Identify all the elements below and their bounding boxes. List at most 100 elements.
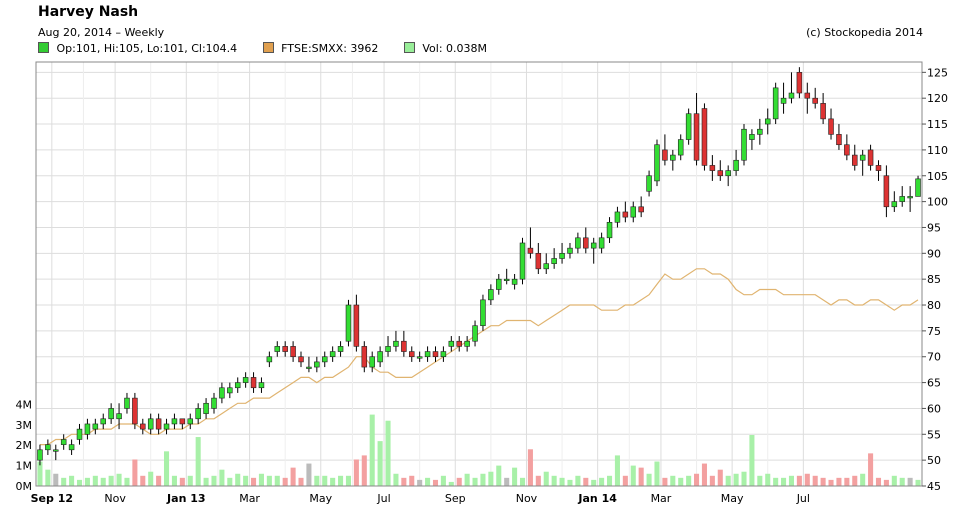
candle — [464, 336, 470, 352]
candle-body — [45, 444, 51, 451]
volume-bar — [543, 471, 549, 486]
volume-bar — [551, 475, 557, 486]
candle-body — [187, 418, 194, 425]
time-tick-label: Jul — [376, 492, 390, 505]
price-tick-label: 110 — [927, 144, 948, 157]
candle-body — [772, 87, 779, 120]
volume-bar — [749, 435, 755, 486]
ftse-line-group — [40, 268, 919, 446]
axis-labels: 125 120 115 110 105 100 95 90 85 80 75 70 65 60 55 50 45… — [16, 66, 949, 505]
legend-ftse: FTSE:SMXX: 3962 — [262, 42, 378, 55]
volume-bar — [425, 477, 431, 486]
candle — [393, 330, 399, 352]
candle-body — [163, 423, 170, 430]
volume-bar — [583, 477, 589, 486]
volume-bar — [472, 477, 478, 486]
volume-bar — [306, 463, 312, 486]
candle — [709, 155, 716, 181]
volume-bar — [76, 479, 83, 486]
candle — [630, 201, 637, 223]
candle-body — [622, 211, 629, 218]
candle-body — [242, 377, 249, 383]
volume-bar — [179, 477, 185, 486]
volume-bar — [638, 467, 644, 486]
candle — [337, 341, 344, 357]
volume-bar — [820, 477, 826, 486]
time-tick-label: Jan 14 — [577, 492, 617, 505]
volume-bar — [527, 449, 533, 486]
volume-bar — [92, 475, 98, 486]
candle-body — [266, 356, 273, 363]
candle-body — [583, 237, 589, 249]
candle-body — [37, 449, 43, 461]
candle — [290, 341, 296, 362]
candle — [899, 186, 905, 207]
price-candles — [37, 67, 921, 466]
candle-body — [234, 382, 241, 389]
ftse-line — [40, 268, 919, 446]
candle — [812, 87, 818, 109]
volume-bar — [385, 420, 391, 486]
volume-bar — [559, 477, 565, 486]
volume-bar — [717, 469, 723, 486]
candle — [875, 160, 882, 181]
volume-bar — [53, 473, 59, 486]
candle — [638, 196, 644, 218]
candle — [757, 118, 763, 145]
legend-ohlc: Op:101, Hi:105, Lo:101, Cl:104.4 — [38, 42, 237, 55]
candle-body — [852, 154, 858, 166]
candle-body — [859, 154, 866, 161]
volume-bar — [266, 475, 272, 486]
legend-ohlc-label: Op:101, Hi:105, Lo:101, Cl:104.4 — [56, 42, 238, 55]
candle-body — [567, 247, 573, 254]
candle-body — [314, 361, 320, 368]
candle — [677, 134, 684, 161]
volume-tick-label: 4M — [16, 398, 33, 411]
candle-body — [575, 237, 581, 249]
volume-bar — [883, 479, 889, 486]
volume-bar — [686, 475, 692, 486]
volume-bar — [733, 473, 739, 486]
candle-body — [883, 175, 890, 208]
candle — [836, 124, 842, 150]
candle-body — [867, 149, 874, 166]
candle-body — [606, 221, 613, 239]
candle — [844, 134, 850, 161]
price-tick-label: 115 — [927, 118, 948, 131]
volume-bar — [456, 477, 462, 486]
candle — [124, 392, 130, 414]
candle-body — [804, 92, 811, 99]
candle-body — [764, 118, 771, 125]
candle — [132, 392, 138, 430]
price-tick-label: 95 — [927, 221, 941, 234]
volume-bar — [290, 467, 296, 486]
candle-body — [812, 97, 818, 104]
candle — [282, 341, 288, 357]
volume-bar — [251, 477, 257, 486]
candle — [140, 418, 146, 435]
grid-lines — [36, 62, 922, 487]
candle — [321, 351, 328, 368]
volume-bar — [432, 479, 439, 486]
candle-body — [290, 346, 296, 358]
candle-body — [654, 144, 660, 182]
candle-body — [511, 278, 518, 285]
volume-bar — [156, 475, 162, 486]
volume-bar — [163, 451, 170, 486]
candle — [670, 149, 676, 171]
candle — [353, 294, 360, 352]
candle-body — [899, 196, 905, 202]
volume-bar — [464, 473, 470, 486]
candle-body — [701, 108, 708, 166]
candle — [535, 242, 542, 274]
candle-body — [472, 325, 478, 342]
legend-volume-swatch — [403, 42, 415, 53]
candle-body — [670, 154, 676, 161]
candle-body — [258, 382, 265, 389]
volume-bar — [353, 459, 359, 486]
candle-body — [250, 377, 257, 389]
volume-bar — [369, 414, 375, 486]
candle — [298, 351, 304, 368]
volume-bar — [907, 477, 913, 486]
